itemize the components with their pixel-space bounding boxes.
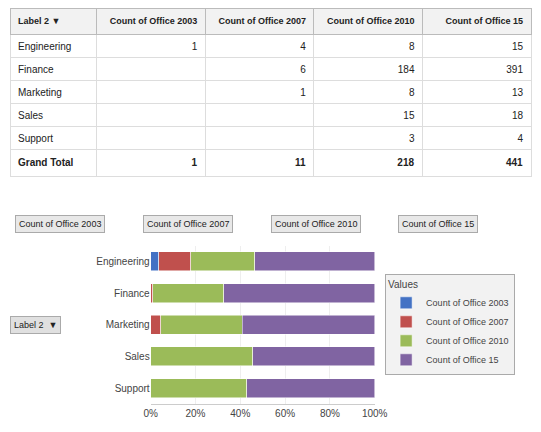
- svg-text:Finance: Finance: [18, 64, 54, 75]
- svg-text:4: 4: [517, 133, 523, 144]
- svg-text:Grand Total: Grand Total: [18, 157, 74, 168]
- svg-text:Sales: Sales: [18, 110, 43, 121]
- svg-text:Support: Support: [115, 383, 150, 394]
- svg-text:Values: Values: [388, 279, 418, 290]
- svg-text:13: 13: [512, 87, 524, 98]
- svg-text:218: 218: [397, 157, 414, 168]
- svg-text:8: 8: [409, 87, 415, 98]
- svg-text:100%: 100%: [362, 408, 388, 419]
- svg-text:1: 1: [192, 41, 198, 52]
- svg-text:3: 3: [409, 133, 415, 144]
- svg-text:4: 4: [300, 41, 306, 52]
- svg-text:Support: Support: [18, 133, 53, 144]
- svg-text:Count of Office 2010: Count of Office 2010: [426, 336, 508, 346]
- svg-text:Count of Office 2010: Count of Office 2010: [275, 219, 357, 229]
- svg-text:Label 2 ▼: Label 2 ▼: [18, 16, 60, 26]
- svg-text:20%: 20%: [185, 408, 205, 419]
- svg-text:8: 8: [409, 41, 415, 52]
- svg-text:60%: 60%: [275, 408, 295, 419]
- svg-text:Count of Office 2007: Count of Office 2007: [147, 219, 229, 229]
- svg-text:Count of Office 2003: Count of Office 2003: [19, 219, 101, 229]
- svg-text:Label 2 ▼: Label 2 ▼: [14, 320, 57, 330]
- svg-text:1: 1: [300, 87, 306, 98]
- svg-text:441: 441: [506, 157, 523, 168]
- svg-text:Count of Office 2007: Count of Office 2007: [426, 317, 508, 327]
- svg-text:Count of Office 2003: Count of Office 2003: [110, 16, 198, 26]
- svg-text:0%: 0%: [143, 408, 158, 419]
- svg-text:Engineering: Engineering: [96, 256, 149, 267]
- svg-text:Count of Office 15: Count of Office 15: [445, 16, 523, 26]
- svg-text:80%: 80%: [320, 408, 340, 419]
- svg-text:Count of Office 15: Count of Office 15: [426, 355, 498, 365]
- svg-text:1: 1: [191, 157, 197, 168]
- svg-text:40%: 40%: [230, 408, 250, 419]
- svg-text:18: 18: [512, 110, 524, 121]
- svg-text:Count of Office 2007: Count of Office 2007: [218, 16, 306, 26]
- svg-text:184: 184: [398, 64, 415, 75]
- svg-text:11: 11: [295, 157, 306, 168]
- svg-text:Marketing: Marketing: [18, 87, 62, 98]
- svg-text:Count of Office 15: Count of Office 15: [402, 219, 474, 229]
- svg-text:6: 6: [300, 64, 306, 75]
- svg-text:Count of Office 2003: Count of Office 2003: [426, 298, 508, 308]
- svg-text:15: 15: [403, 110, 415, 121]
- svg-text:391: 391: [506, 64, 523, 75]
- svg-text:Marketing: Marketing: [106, 319, 150, 330]
- svg-text:15: 15: [512, 41, 524, 52]
- svg-text:Sales: Sales: [125, 351, 150, 362]
- svg-text:Finance: Finance: [114, 288, 150, 299]
- svg-text:Count of Office 2010: Count of Office 2010: [327, 16, 415, 26]
- svg-text:Engineering: Engineering: [18, 41, 71, 52]
